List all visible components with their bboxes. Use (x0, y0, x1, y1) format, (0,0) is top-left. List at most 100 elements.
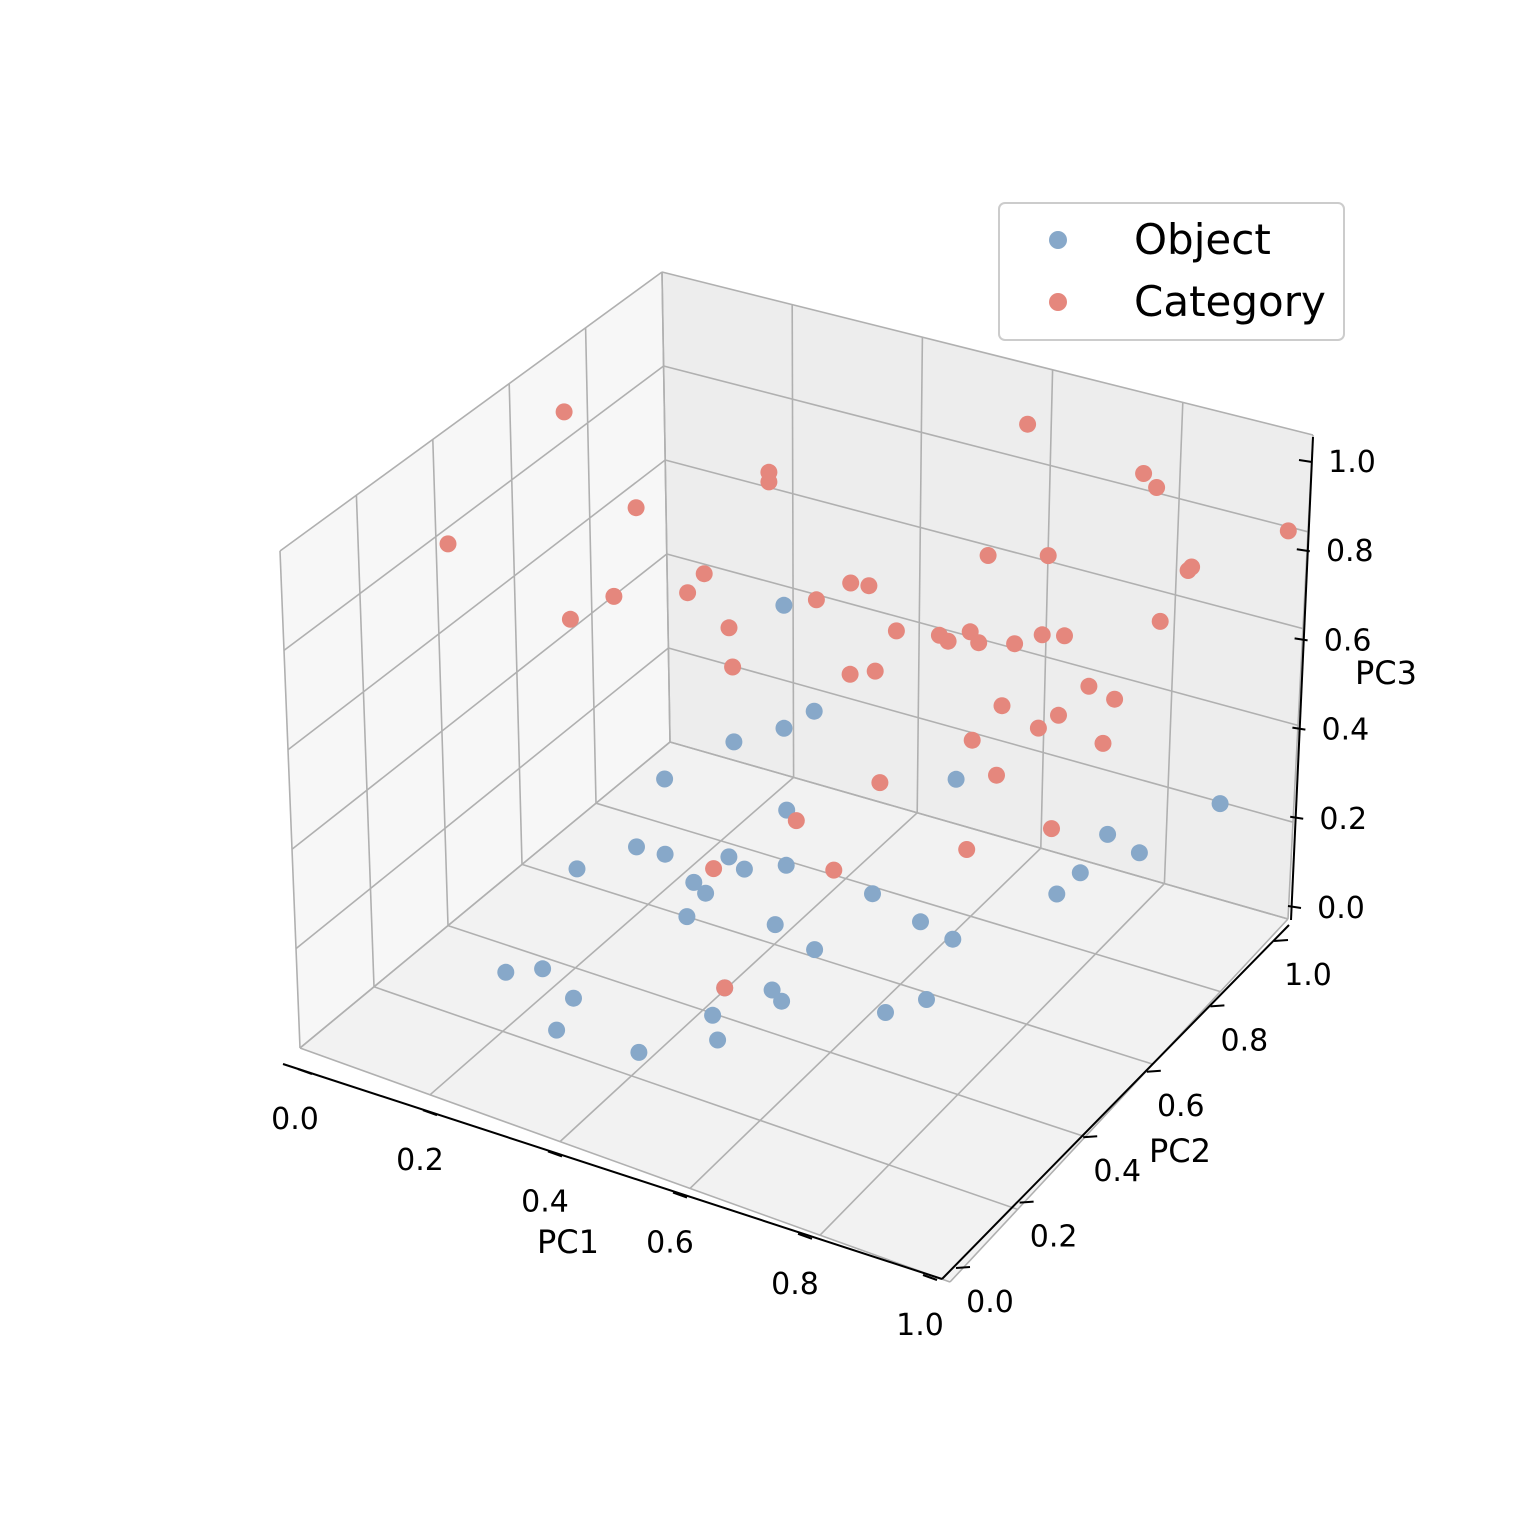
point-category (439, 535, 457, 553)
x-tick (297, 1068, 313, 1075)
grid-line-left-z (287, 459, 666, 751)
point-object (534, 960, 552, 978)
grid-line-left-y (432, 439, 449, 926)
z-axis-line (1290, 436, 1314, 921)
point-object (678, 908, 696, 926)
grid-line-left-y (279, 550, 301, 1049)
point-object (1048, 885, 1066, 903)
point-object (947, 770, 965, 788)
point-object (565, 989, 582, 1007)
point-category (825, 861, 843, 879)
point-object (548, 1021, 566, 1039)
grid-line-floor-y (447, 924, 1086, 1138)
point-category (695, 565, 713, 583)
z-axis-label: PC3 (1355, 654, 1417, 692)
point-object (918, 991, 935, 1008)
point-object (720, 848, 738, 866)
point-object (1130, 844, 1148, 862)
point-category (1135, 465, 1153, 482)
point-category (1080, 677, 1098, 695)
point-object (777, 856, 795, 874)
tick-labels: 0.0 0.0 0.0 0.2 0.2 0.2 0.4 0.4 0.4 0.6 0.6 0.6 0.8 0… (271, 445, 1376, 1343)
point-object (685, 873, 703, 891)
point-category (1148, 479, 1166, 496)
point-category (939, 632, 957, 650)
point-category (760, 463, 778, 481)
point-object (806, 941, 824, 959)
grid-line-back-x (791, 304, 795, 778)
point-category (1039, 547, 1057, 565)
point-category (860, 577, 878, 595)
point-object (773, 992, 791, 1010)
point-object (775, 596, 793, 614)
z-tick-label: 0.2 (1319, 802, 1367, 837)
grid-line-left-y (584, 327, 597, 804)
grid-line-floor-y (521, 863, 1154, 1065)
point-object (877, 1004, 894, 1021)
point-category (1050, 706, 1067, 724)
y-tick-label: 0.6 (1157, 1089, 1205, 1124)
grid-line-floor-y (669, 741, 1289, 920)
y-tick (1083, 1135, 1098, 1139)
y-tick (1210, 1004, 1225, 1008)
point-object (630, 1043, 648, 1061)
point-object (1099, 825, 1117, 843)
grid-line-left-y (661, 271, 671, 743)
z-tick-label: 0.4 (1322, 713, 1370, 748)
point-category (627, 499, 645, 517)
point-category (720, 619, 738, 637)
point-category (1279, 522, 1297, 540)
x-axis-line (282, 1063, 943, 1280)
back-pane (662, 272, 1313, 919)
x-tick (922, 1274, 938, 1281)
grid-line-floor-y (373, 986, 1018, 1211)
point-category (679, 584, 697, 602)
point-category (1019, 415, 1037, 433)
point-category (958, 841, 976, 858)
point-object (763, 981, 781, 999)
y-tick (955, 1266, 971, 1269)
z-tick-label: 1.0 (1328, 445, 1376, 480)
grid-line-left-y (508, 383, 523, 865)
z-tick (1294, 637, 1308, 642)
point-category (970, 634, 988, 652)
grid-line-left-z (279, 271, 663, 552)
point-category (871, 774, 889, 792)
y-tick-label: 0.8 (1221, 1023, 1269, 1058)
y-tick-label: 0.0 (966, 1285, 1014, 1320)
point-object (656, 845, 674, 863)
grid-line-floor-x (949, 918, 1289, 1283)
point-category (866, 662, 884, 680)
point-category (1151, 612, 1169, 630)
point-object (709, 1031, 727, 1049)
data-points (439, 403, 1297, 1061)
x-tick-label: 0.4 (521, 1184, 569, 1219)
point-object (766, 916, 784, 934)
point-object (656, 770, 674, 788)
z-tick-label: 0.0 (1317, 891, 1365, 926)
grid-line-back-z (661, 271, 1314, 436)
y-tick-label: 0.2 (1030, 1220, 1078, 1255)
point-category (1033, 626, 1051, 644)
point-object (497, 963, 515, 981)
y-tick (1019, 1200, 1034, 1204)
point-object (775, 719, 793, 737)
point-object (912, 913, 929, 931)
point-category (716, 979, 734, 997)
x-tick (672, 1191, 688, 1199)
point-object (735, 860, 753, 878)
point-category (1006, 635, 1024, 653)
x-axis-label: PC1 (537, 1223, 599, 1261)
z-tick-label: 0.8 (1326, 534, 1374, 569)
grid-line-back-x (1040, 369, 1054, 849)
grid-line-back-x (916, 337, 924, 813)
legend-label-object: Object (1134, 215, 1271, 264)
point-object (628, 838, 645, 856)
y-tick-label: 1.0 (1284, 958, 1332, 993)
floor-pane (300, 742, 1288, 1282)
point-category (605, 587, 623, 605)
tick-marks (297, 459, 1313, 1281)
grid-line-floor-x (429, 776, 795, 1096)
x-tick-label: 0.0 (271, 1102, 319, 1137)
